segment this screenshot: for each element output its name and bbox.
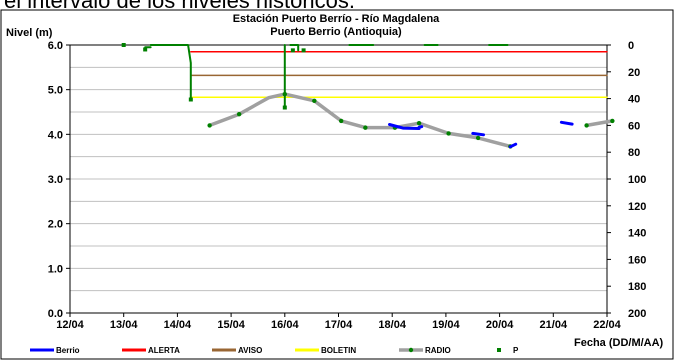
y2-tick-label: 120 — [628, 201, 646, 213]
series-line-p — [149, 44, 192, 100]
x-tick-label: 16/04 — [271, 319, 299, 331]
legend-label-alerta: ALERTA — [148, 346, 180, 355]
series-point-p — [143, 47, 148, 52]
series-line-p — [289, 44, 300, 52]
y-tick-label: 0.0 — [48, 308, 63, 320]
x-tick-label: 17/04 — [325, 319, 353, 331]
y-tick-label: 2.0 — [48, 219, 63, 231]
series-point-radio — [446, 131, 451, 136]
x-tick-label: 12/04 — [56, 319, 84, 331]
y2-tick-label: 80 — [628, 147, 640, 159]
y-tick-label: 3.0 — [48, 174, 63, 186]
legend-label-aviso: AVISO — [238, 346, 262, 355]
chart-title: Estación Puerto Berrío - Río Magdalena — [233, 13, 440, 25]
series-point-p — [121, 43, 126, 47]
y2-tick-label: 40 — [628, 94, 640, 106]
x-tick-label: 21/04 — [540, 319, 568, 331]
chart-frame — [0, 9, 674, 360]
x-tick-label: 22/04 — [593, 319, 621, 331]
legend-label-boletin: BOLETIN — [321, 346, 356, 355]
series-point-p — [290, 48, 295, 53]
legend: Berrio ALERTA AVISO BOLETIN RADIO P — [30, 346, 519, 355]
series-point-p — [188, 97, 193, 102]
x-axis-label: Fecha (DD/M/AA) — [574, 337, 664, 349]
legend-label-berrio: Berrio — [56, 346, 80, 355]
y2-tick-label: 100 — [628, 174, 646, 186]
chart-subtitle: Puerto Berrio (Antioquia) — [270, 26, 402, 38]
x-tick-label: 14/04 — [164, 319, 192, 331]
series-point-radio — [363, 125, 368, 130]
y2-tick-label: 60 — [628, 120, 640, 132]
legend-marker-radio — [408, 347, 414, 353]
y-axis-label: Nivel (m) — [6, 27, 53, 39]
series-point-radio — [207, 123, 212, 128]
legend-label-radio: RADIO — [425, 346, 451, 355]
series-line-berrio — [388, 123, 421, 130]
series-point-radio — [610, 118, 615, 124]
x-tick-label: 20/04 — [486, 319, 514, 331]
series-line-berrio — [559, 120, 574, 126]
series-line-berrio — [508, 142, 518, 149]
y-tick-label: 6.0 — [48, 40, 63, 52]
series-point-p — [301, 48, 306, 53]
x-tick-label: 19/04 — [432, 319, 460, 331]
y2-tick-label: 200 — [628, 308, 646, 320]
y-tick-label: 1.0 — [48, 263, 63, 275]
series-point-radio — [312, 98, 317, 104]
x-tick-label: 13/04 — [110, 319, 138, 331]
series-point-radio — [338, 118, 344, 124]
series-line-berrio — [417, 125, 424, 129]
x-tick-label: 15/04 — [217, 319, 245, 331]
legend-label-p: P — [513, 346, 519, 355]
series-point-p — [282, 105, 287, 110]
plot-area: 12/04 13/04 14/04 15/04 16/04 17/04 18/04 19/04… — [48, 40, 647, 331]
series-point-radio — [584, 123, 589, 128]
series-point-radio — [416, 120, 422, 126]
x-tick-label: 18/04 — [378, 319, 406, 331]
series-line-radio — [207, 92, 513, 149]
series-line-radio — [584, 119, 615, 128]
series-line-berrio — [471, 131, 485, 137]
series-point-radio — [475, 135, 481, 141]
y2-tick-label: 140 — [628, 228, 646, 240]
y-tick-label: 4.0 — [48, 129, 63, 141]
legend-swatch-p — [497, 348, 501, 352]
y-tick-label: 5.0 — [48, 85, 63, 97]
series-point-radio — [236, 112, 242, 117]
y2-tick-label: 0 — [628, 40, 634, 52]
y2-tick-label: 180 — [628, 281, 646, 293]
y2-tick-label: 160 — [628, 254, 646, 266]
y2-tick-label: 20 — [628, 67, 640, 79]
